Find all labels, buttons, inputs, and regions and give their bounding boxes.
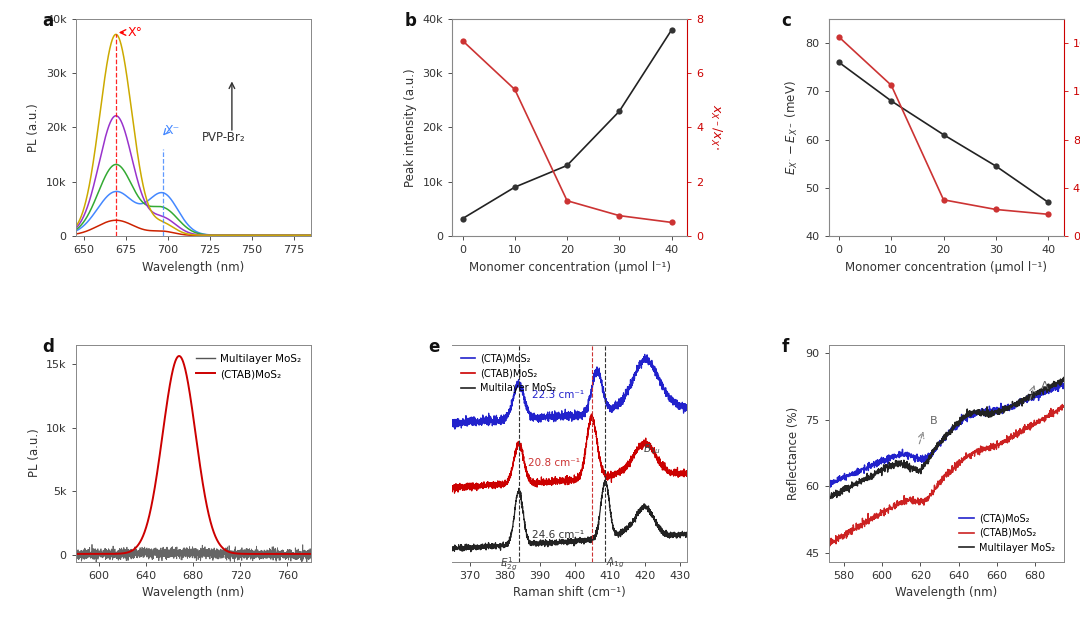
Y-axis label: Reflectance (%): Reflectance (%): [787, 406, 800, 500]
Text: $E^1_{2g}$: $E^1_{2g}$: [500, 556, 517, 573]
X-axis label: Wavelength (nm): Wavelength (nm): [895, 586, 997, 599]
Text: 22.3 cm⁻¹: 22.3 cm⁻¹: [531, 390, 584, 400]
Legend: (CTA)MoS₂, (CTAB)MoS₂, Multilayer MoS₂: (CTA)MoS₂, (CTAB)MoS₂, Multilayer MoS₂: [956, 509, 1058, 557]
Text: 20.8 cm⁻¹: 20.8 cm⁻¹: [527, 458, 580, 468]
Text: $B_{1u}$: $B_{1u}$: [644, 442, 661, 456]
Text: a: a: [43, 13, 54, 30]
X-axis label: Monomer concentration (μmol l⁻¹): Monomer concentration (μmol l⁻¹): [469, 261, 671, 274]
X-axis label: Wavelength (nm): Wavelength (nm): [143, 586, 244, 599]
Y-axis label: $x_{X^-}/x_{X^\circ}$: $x_{X^-}/x_{X^\circ}$: [707, 104, 723, 151]
Text: 24.6 cm⁻¹: 24.6 cm⁻¹: [532, 530, 584, 540]
Legend: (CTA)MoS₂, (CTAB)MoS₂, Multilayer MoS₂: (CTA)MoS₂, (CTAB)MoS₂, Multilayer MoS₂: [457, 350, 561, 397]
Y-axis label: Peak intensity (a.u.): Peak intensity (a.u.): [404, 68, 417, 187]
Text: $A_{1g}$: $A_{1g}$: [606, 556, 624, 570]
Text: e: e: [429, 338, 440, 356]
Text: d: d: [43, 338, 54, 356]
Y-axis label: PL (a.u.): PL (a.u.): [27, 428, 41, 478]
X-axis label: Wavelength (nm): Wavelength (nm): [143, 261, 244, 274]
Text: X°: X°: [127, 26, 143, 39]
Text: A: A: [1041, 381, 1049, 391]
Legend: Multilayer MoS₂, (CTAB)MoS₂: Multilayer MoS₂, (CTAB)MoS₂: [192, 350, 306, 383]
Y-axis label: PL (a.u.): PL (a.u.): [27, 103, 40, 152]
Text: B: B: [930, 416, 937, 427]
X-axis label: Raman shift (cm⁻¹): Raman shift (cm⁻¹): [513, 586, 626, 599]
Text: f: f: [782, 338, 788, 356]
Text: b: b: [405, 13, 417, 30]
Text: PVP-Br₂: PVP-Br₂: [202, 131, 245, 144]
Y-axis label: $E_{X^\cdot} - E_{X^-}$ (meV): $E_{X^\cdot} - E_{X^-}$ (meV): [784, 80, 800, 175]
Text: c: c: [782, 13, 792, 30]
X-axis label: Monomer concentration (μmol l⁻¹): Monomer concentration (μmol l⁻¹): [846, 261, 1048, 274]
Text: X⁻: X⁻: [164, 124, 180, 137]
